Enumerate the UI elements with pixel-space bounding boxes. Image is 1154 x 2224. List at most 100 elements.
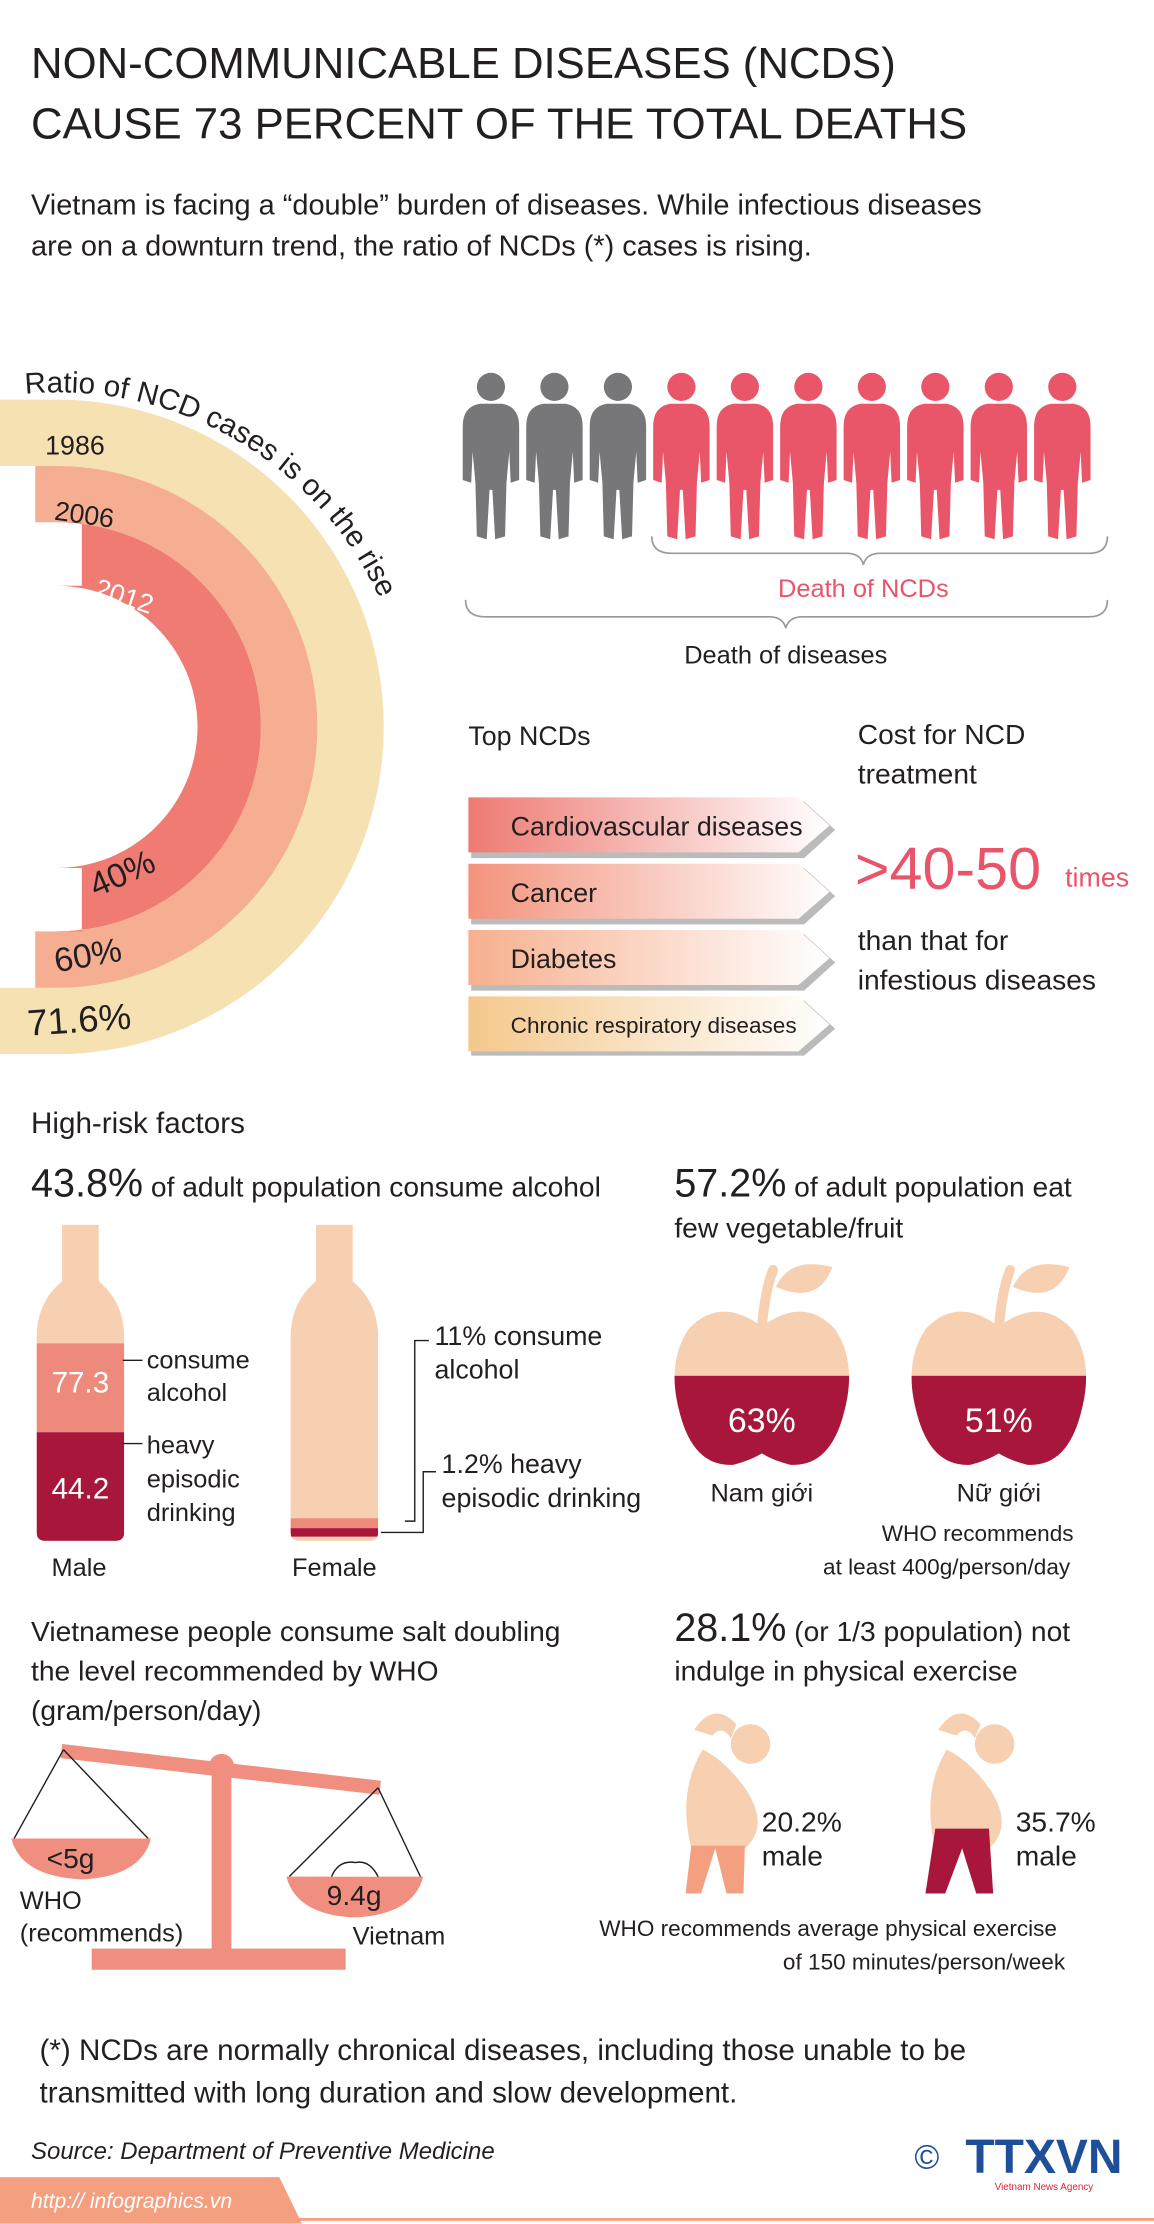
salt-pile (330, 1861, 379, 1877)
pan (11, 1838, 151, 1880)
ring-2006 (35, 465, 318, 988)
female-bottle (290, 1224, 379, 1541)
people-ncd (653, 372, 1091, 540)
female-heavy-label: episodic drinking (442, 1483, 642, 1513)
apple-fill (911, 1375, 1087, 1465)
pan (286, 1876, 424, 1918)
head (974, 1724, 1015, 1764)
vietnam-salt: 9.4g (327, 1879, 382, 1911)
veg-note: at least 400g/person/day (823, 1555, 1071, 1580)
ring-1986 (0, 399, 384, 1055)
year-label: 1986 (45, 431, 105, 461)
cost-value: >40-50 (855, 835, 1041, 902)
salt-text: Vietnamese people consume salt doubling (31, 1615, 560, 1647)
veg-note: WHO recommends (882, 1521, 1074, 1546)
logo: TTXVN (965, 2131, 1122, 2184)
url: http:// infographics.vn (31, 2190, 232, 2213)
veg-headline: 57.2% of adult population eat (674, 1162, 1072, 1206)
female-label: Female (292, 1554, 377, 1582)
person (970, 372, 1028, 540)
vietnam-label: Vietnam (353, 1922, 446, 1950)
stem (756, 1265, 779, 1335)
exercise-headline: 28.1% (or 1/3 population) not (674, 1606, 1070, 1650)
title: NON-COMMUNICABLE DISEASES (NCDS) (31, 39, 896, 88)
cost-title: Cost for NCD (858, 718, 1026, 750)
footnote: (*) NCDs are normally chronical diseases… (40, 2034, 967, 2067)
veg-value: 57.2% (674, 1162, 786, 1206)
female-heavy-label: 1.2% heavy (442, 1449, 583, 1479)
ncd-item: Cancer (511, 878, 597, 908)
person (843, 372, 901, 540)
exercise-group-label: male (762, 1839, 823, 1871)
all-death-label: Death of diseases (684, 641, 887, 669)
exercise-figure (925, 1713, 1015, 1894)
exercise-figure (685, 1713, 771, 1894)
person (716, 372, 774, 540)
person (526, 372, 583, 540)
male-heavy-label: drinking (147, 1499, 236, 1527)
arm (694, 1713, 737, 1739)
leader (404, 1339, 429, 1522)
exercise-group-label: male (1016, 1839, 1077, 1871)
person (1034, 372, 1091, 540)
consume-part (36, 1343, 125, 1433)
leader (380, 1471, 436, 1534)
veg-text: of adult population eat (794, 1171, 1072, 1203)
consume-part (290, 1518, 379, 1529)
section-title: High-risk factors (31, 1107, 245, 1140)
apple-male (674, 1264, 850, 1465)
copyright: © (914, 2139, 939, 2177)
url-bar (0, 2177, 302, 2224)
cost-title: treatment (858, 757, 977, 789)
cost-note: than that for (858, 924, 1009, 956)
cost-unit: times (1065, 862, 1129, 892)
apple-label: Nữ giới (957, 1479, 1041, 1507)
female-consume-label: 11% consume (435, 1321, 603, 1351)
band (468, 863, 830, 919)
male-consume: 77.3 (52, 1367, 110, 1400)
people-other (462, 372, 647, 540)
arm (938, 1713, 981, 1739)
who-label: WHO (20, 1887, 82, 1915)
title: CAUSE 73 PERCENT OF THE TOTAL DEATHS (31, 100, 967, 149)
apple-value: 51% (965, 1402, 1033, 1440)
exercise-text: indulge in physical exercise (674, 1655, 1017, 1687)
ncd-bands (468, 797, 836, 1056)
band (468, 930, 830, 986)
exercise-value: 28.1% (674, 1606, 786, 1650)
section-title: Top NCDs (468, 721, 590, 751)
heavy-part (290, 1528, 379, 1537)
brace (650, 536, 1109, 565)
leaf (775, 1264, 833, 1293)
male-consume-label: alcohol (147, 1379, 227, 1407)
alcohol-value: 43.8% (31, 1162, 143, 1206)
ring-2012 (56, 522, 261, 932)
apple-value: 63% (728, 1402, 796, 1440)
person (780, 372, 837, 540)
legs (925, 1828, 994, 1894)
female-consume-label: alcohol (435, 1355, 520, 1385)
person (589, 372, 647, 540)
scale (11, 1744, 424, 1970)
body (930, 1749, 1002, 1849)
leaf (1012, 1264, 1070, 1293)
who-label: (recommends) (20, 1920, 184, 1948)
ring-value: 71.6% (26, 996, 133, 1044)
source: Source: Department of Preventive Medicin… (31, 2138, 495, 2165)
agency: Vietnam News Agency (995, 2182, 1094, 2193)
alcohol-text: of adult population consume alcohol (151, 1171, 601, 1203)
strings (13, 1749, 422, 1878)
exercise-note: of 150 minutes/person/week (783, 1950, 1066, 1975)
male-consume-label: consume (147, 1347, 250, 1375)
who-salt: <5g (47, 1842, 95, 1874)
male-heavy: 44.2 (52, 1473, 110, 1506)
person (462, 372, 520, 540)
body (686, 1749, 758, 1849)
exercise-text: (or 1/3 population) not (794, 1615, 1070, 1647)
person (907, 372, 964, 540)
male-heavy-label: heavy (147, 1431, 215, 1459)
cost-note: infestious diseases (858, 963, 1096, 995)
exercise-note: WHO recommends average physical exercise (599, 1916, 1057, 1941)
